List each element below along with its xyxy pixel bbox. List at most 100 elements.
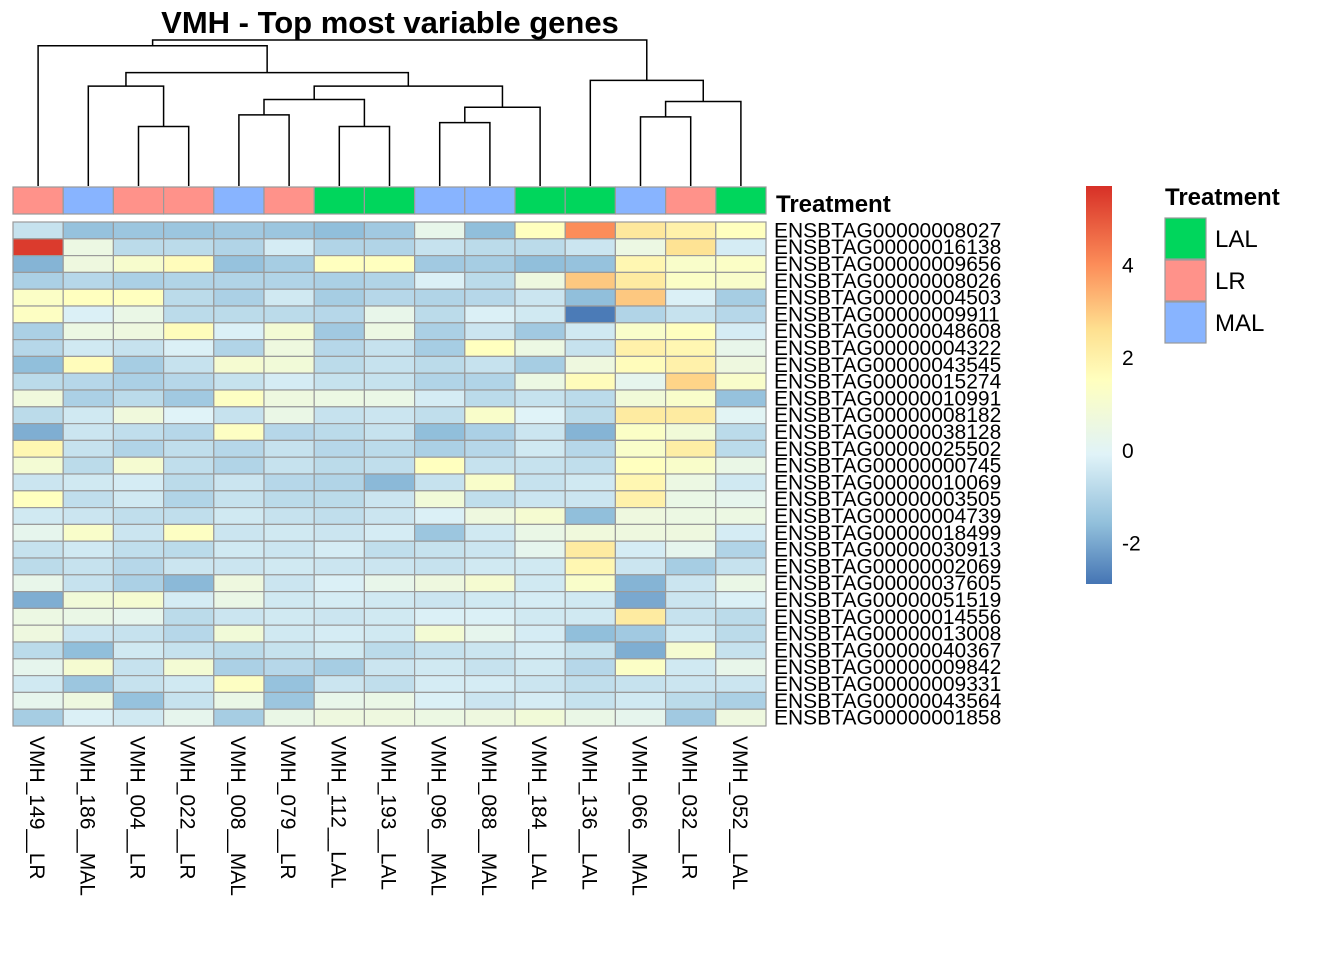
heatmap-cell — [263, 423, 315, 442]
heatmap-cell — [414, 305, 466, 324]
heatmap-cell — [62, 372, 115, 391]
heatmap-cell — [664, 423, 717, 442]
heatmap-cell — [12, 641, 64, 660]
dendrogram-branch — [125, 71, 410, 87]
heatmap-cell — [664, 607, 717, 626]
column-label: VMH_136__LAL — [577, 736, 600, 890]
heatmap-cell — [112, 238, 165, 257]
heatmap-cell — [414, 322, 466, 341]
heatmap-cell — [664, 658, 717, 677]
heatmap-cell — [313, 523, 366, 542]
heatmap-cell — [414, 574, 466, 593]
heatmap-cell — [514, 658, 566, 677]
heatmap-cell — [464, 557, 516, 576]
heatmap-cell — [715, 305, 767, 324]
row-label: ENSBTAG00000004322 — [774, 337, 1001, 360]
heatmap-cell — [12, 271, 64, 290]
heatmap-cell — [363, 658, 416, 677]
heatmap-cell — [514, 423, 566, 442]
heatmap-cell — [263, 708, 315, 727]
row-label: ENSBTAG00000004739 — [774, 505, 1001, 528]
treatment-annotation-bar — [12, 186, 767, 215]
heatmap-cell — [715, 456, 767, 475]
dendrogram-branch — [438, 121, 491, 186]
heatmap-cell — [12, 355, 64, 374]
heatmap-cell — [213, 322, 265, 341]
heatmap-cell — [163, 322, 215, 341]
heatmap-cell — [464, 221, 516, 240]
heatmap-cell — [62, 641, 115, 660]
heatmap-cell — [715, 423, 767, 442]
heatmap-cell — [564, 439, 617, 458]
heatmap-cell — [414, 624, 466, 643]
heatmap-cell — [464, 674, 516, 693]
heatmap-cell — [163, 473, 215, 492]
heatmap-cell — [614, 641, 667, 660]
heatmap-cell — [715, 389, 767, 408]
column-label: VMH_079__LR — [276, 736, 299, 880]
heatmap-cell — [414, 339, 466, 358]
heatmap-cell — [313, 691, 366, 710]
heatmap-cell — [414, 674, 466, 693]
heatmap-cell — [163, 372, 215, 391]
heatmap-cell — [62, 355, 115, 374]
heatmap-cell — [213, 557, 265, 576]
row-label: ENSBTAG00000014556 — [774, 606, 1001, 629]
heatmap-cell — [112, 305, 165, 324]
heatmap-cell — [614, 339, 667, 358]
heatmap-cell — [514, 624, 566, 643]
heatmap-cell — [62, 221, 115, 240]
heatmap-cell — [464, 339, 516, 358]
heatmap-cell — [363, 423, 416, 442]
heatmap-cell — [464, 574, 516, 593]
heatmap-cell — [664, 389, 717, 408]
heatmap-cell — [715, 523, 767, 542]
heatmap-cell — [112, 507, 165, 526]
heatmap-cell — [313, 557, 366, 576]
heatmap-cell — [514, 557, 566, 576]
heatmap-cell — [313, 658, 366, 677]
annotation-cell — [715, 186, 767, 215]
annotation-cell — [213, 186, 265, 215]
heatmap-cell — [414, 490, 466, 509]
heatmap-cell — [263, 473, 315, 492]
heatmap-cell — [213, 490, 265, 509]
heatmap-cell — [62, 691, 115, 710]
heatmap-cell — [614, 372, 667, 391]
heatmap-cell — [213, 507, 265, 526]
heatmap-cell — [263, 355, 315, 374]
heatmap-cell — [163, 271, 215, 290]
heatmap-cell — [62, 708, 115, 727]
heatmap-cell — [62, 255, 115, 274]
heatmap-cell — [664, 624, 717, 643]
annotation-cell — [313, 186, 366, 215]
heatmap-cell — [363, 255, 416, 274]
heatmap-cell — [213, 439, 265, 458]
heatmap-cell — [464, 322, 516, 341]
heatmap-cell — [313, 221, 366, 240]
heatmap-cell — [564, 674, 617, 693]
heatmap-cell — [313, 271, 366, 290]
heatmap-cell — [514, 590, 566, 609]
row-label: ENSBTAG00000009911 — [774, 303, 1000, 326]
heatmap-cell — [363, 624, 416, 643]
column-label: VMH_008__MAL — [226, 736, 249, 896]
heatmap-cell — [313, 305, 366, 324]
heatmap-cell — [163, 624, 215, 643]
heatmap-cell — [112, 624, 165, 643]
heatmap-cell — [213, 574, 265, 593]
heatmap-cell — [112, 473, 165, 492]
heatmap-cell — [715, 674, 767, 693]
annotation-cell — [464, 186, 516, 215]
colorbar: 4 2 0 -2 — [1086, 186, 1141, 584]
heatmap-cell — [363, 674, 416, 693]
heatmap-cell — [715, 221, 767, 240]
heatmap-cell — [12, 590, 64, 609]
heatmap-cell — [514, 574, 566, 593]
heatmap-cell — [414, 523, 466, 542]
heatmap-cell — [564, 624, 617, 643]
row-label: ENSBTAG00000003505 — [774, 488, 1001, 511]
column-label: VMH_184__LAL — [527, 736, 550, 890]
heatmap-cell — [564, 490, 617, 509]
row-label: ENSBTAG00000013008 — [774, 623, 1001, 646]
